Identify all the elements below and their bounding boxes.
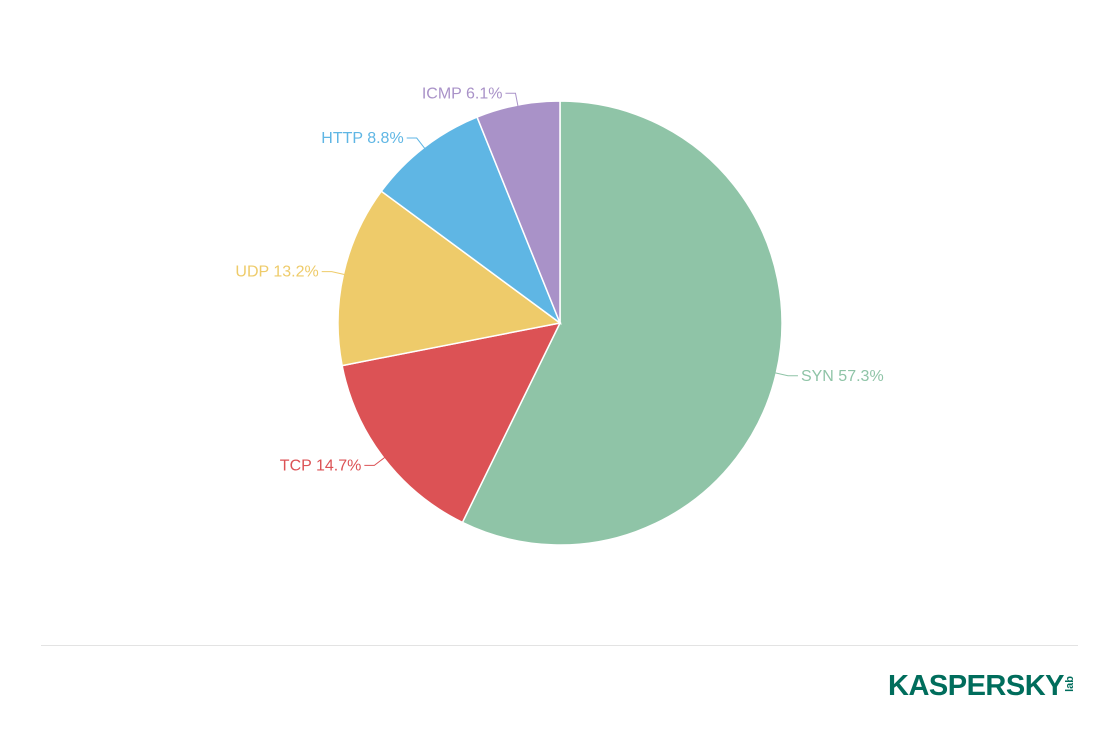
slice-label-icmp: ICMP 6.1% [422,85,503,102]
logo-sub-text: lab [1064,676,1076,692]
slice-label-http: HTTP 8.8% [321,130,403,147]
footer-divider [41,645,1078,646]
leader-line-udp [321,271,345,275]
logo-wordmark: KASPERSKY [888,670,1065,702]
slice-label-udp: UDP 13.2% [235,264,318,281]
leader-line-http [406,137,426,149]
pie-chart: SYN 57.3% TCP 14.7% UDP 13.2% HTTP 8.8% ICMP… [235,85,884,546]
leader-line-tcp [364,457,385,466]
kaspersky-lab-logo: KASPERSKY lab [888,672,1076,701]
leader-line-icmp [505,92,519,107]
slice-label-syn: SYN 57.3% [801,368,884,385]
slice-label-tcp: TCP 14.7% [280,457,362,474]
leader-line-syn [775,372,798,377]
